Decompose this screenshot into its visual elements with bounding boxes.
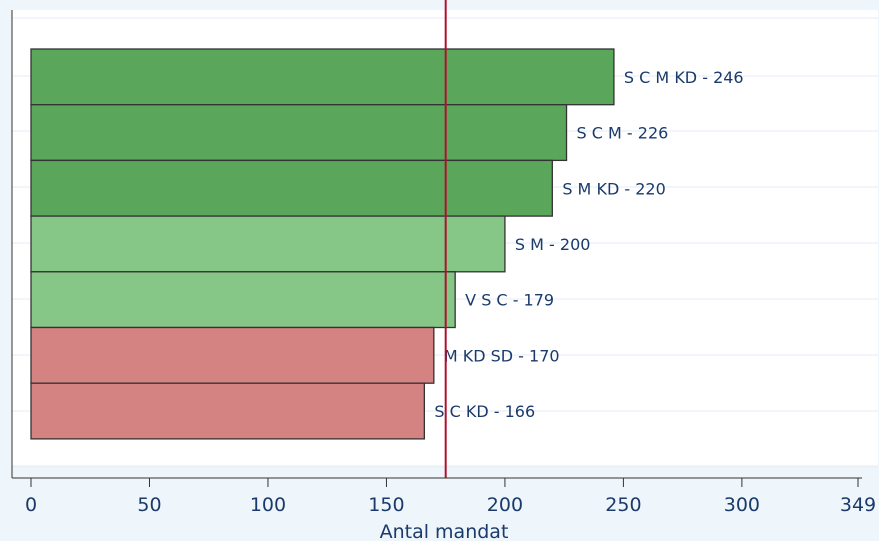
- bar-label: S C M - 226: [577, 124, 669, 143]
- bar-label: S C M KD - 246: [624, 68, 744, 87]
- x-tick-label: 0: [25, 494, 37, 516]
- bar-label: S M - 200: [515, 235, 591, 254]
- bar: [30, 215, 506, 273]
- x-ticks: 0 50 100 150 200 250 300 349: [25, 478, 876, 516]
- bar-labels: S C M KD - 246 S C M - 226 S M KD - 220 S M…: [434, 68, 743, 421]
- bar-label: V S C - 179: [465, 291, 554, 310]
- bar: [30, 48, 615, 106]
- bars: [30, 48, 615, 440]
- x-tick-label: 150: [368, 494, 404, 516]
- x-axis-label: Antal mandat: [380, 521, 509, 541]
- x-tick-label: 50: [137, 494, 161, 516]
- bar: [30, 271, 456, 329]
- bar: [30, 382, 426, 440]
- x-tick-label: 100: [250, 494, 286, 516]
- x-tick-label: 300: [724, 494, 760, 516]
- bar-label: S C KD - 166: [434, 402, 535, 421]
- bar-label: M KD SD - 170: [444, 346, 560, 365]
- bar: [30, 326, 435, 384]
- x-tick-label: 200: [487, 494, 523, 516]
- bar-label: S M KD - 220: [562, 179, 665, 198]
- bar: [30, 159, 553, 217]
- bar: [30, 104, 568, 162]
- x-tick-label: 349: [840, 494, 876, 516]
- x-tick-label: 250: [605, 494, 641, 516]
